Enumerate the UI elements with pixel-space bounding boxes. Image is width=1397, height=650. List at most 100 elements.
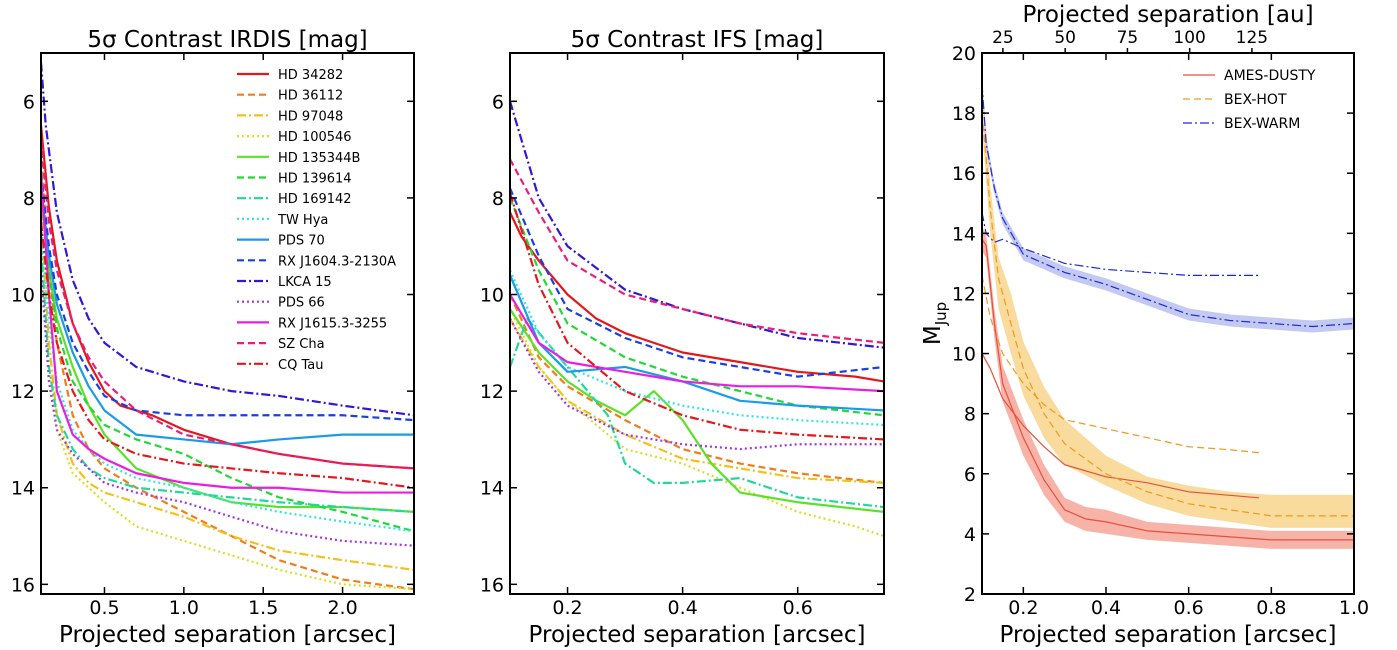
x-tick-label: 0.2 <box>552 597 582 619</box>
y-tick-label: 8 <box>964 404 976 426</box>
x-tick-label: 1.0 <box>1339 597 1369 619</box>
top-x-tick-label: 100 <box>1173 28 1205 48</box>
mass-y-axis-label-subscript: Jup <box>932 302 950 326</box>
x-tick-label: 0.6 <box>783 597 813 619</box>
y-tick-label: 14 <box>11 478 35 500</box>
legend-label: RX J1615.3-3255 <box>278 316 387 331</box>
y-tick-label: 14 <box>952 223 976 245</box>
y-tick-label: 12 <box>11 381 35 403</box>
x-tick-label: 1.0 <box>169 597 199 619</box>
legend-label: LKCA 15 <box>278 275 332 290</box>
series-line-9 <box>510 187 884 378</box>
series-line-5 <box>982 83 1354 328</box>
y-tick-label: 12 <box>952 283 976 305</box>
series-line-5 <box>510 197 884 417</box>
x-tick-label: 0.6 <box>1174 597 1204 619</box>
irdis-plot-frame <box>40 52 415 595</box>
mass-plot-frame <box>981 52 1355 595</box>
x-tick-label: 0.2 <box>1008 597 1038 619</box>
legend-label: PDS 66 <box>278 296 325 311</box>
legend-label: HD 100546 <box>278 130 352 145</box>
y-tick-label: 8 <box>492 188 504 210</box>
mass-uncertainty-bands <box>982 77 1354 549</box>
y-tick-label: 16 <box>11 574 35 596</box>
legend-label: HD 139614 <box>278 172 352 187</box>
series-line-4 <box>510 308 884 513</box>
mass-legend: AMES-DUSTY BEX-HOT BEX-WARM <box>1183 68 1316 132</box>
series-line-hd-169142 <box>41 246 414 513</box>
irdis-ticks: 0.5 1.0 1.5 2.0 6 8 10 12 14 16 <box>11 53 414 619</box>
mass-ticks: 0.2 0.4 0.6 0.8 1.0 2 4 6 8 10 12 14 16 18 20 25 50 75 100… <box>952 28 1369 619</box>
y-tick-label: 10 <box>952 344 976 366</box>
series-line-10 <box>510 100 884 349</box>
irdis-contrast-panel: 5σ Contrast IRDIS [mag] HD 34282 HD 36112… <box>11 27 415 648</box>
irdis-legend: HD 34282 HD 36112 HD 97048 HD 100546 HD 1353… <box>237 68 396 373</box>
x-tick-label: 0.8 <box>1256 597 1286 619</box>
y-tick-label: 16 <box>480 574 504 596</box>
legend-label: TW Hya <box>277 213 328 228</box>
series-line-14 <box>510 192 884 441</box>
irdis-x-axis-label: Projected separation [arcsec] <box>59 622 396 648</box>
series-line-rx-j1615.3-3255 <box>41 173 414 494</box>
series-line-7 <box>510 269 884 427</box>
legend-label: HD 36112 <box>278 89 343 104</box>
series-line-sz-cha <box>41 139 414 470</box>
series-line-hd-97048 <box>41 221 414 571</box>
legend-label: HD 97048 <box>278 109 343 124</box>
y-tick-label: 6 <box>492 91 504 113</box>
series-line-13 <box>510 158 884 344</box>
y-tick-label: 18 <box>952 103 976 125</box>
y-tick-label: 12 <box>480 381 504 403</box>
mass-top-x-axis-label: Projected separation [au] <box>1022 2 1313 28</box>
legend-label: AMES-DUSTY <box>1224 68 1316 84</box>
x-tick-label: 1.5 <box>248 597 278 619</box>
series-line-lkca-15 <box>41 62 414 417</box>
series-line-2 <box>510 318 884 485</box>
y-tick-label: 20 <box>952 43 976 65</box>
series-line-hd-139614 <box>41 173 414 533</box>
ifs-title: 5σ Contrast IFS [mag] <box>571 27 824 53</box>
mass-series-group <box>982 83 1354 541</box>
series-line-3 <box>982 239 1354 541</box>
mass-x-axis-label: Projected separation [arcsec] <box>1000 622 1337 648</box>
legend-label: CQ Tau <box>278 358 323 373</box>
series-line-rx-j1604.3-2130a <box>41 173 414 422</box>
irdis-title: 5σ Contrast IRDIS [mag] <box>87 27 367 53</box>
legend-label: PDS 70 <box>278 234 325 249</box>
ifs-contrast-panel: 5σ Contrast IFS [mag] 0.2 0.4 0.6 6 8 10 12 14 1… <box>480 27 885 648</box>
legend-label: HD 34282 <box>278 68 343 83</box>
mass-y-axis-label: MJup <box>920 302 950 345</box>
series-line-pds-70 <box>41 188 414 446</box>
top-x-tick-label: 25 <box>992 28 1014 48</box>
y-tick-label: 2 <box>964 584 976 606</box>
series-line-bex-warm <box>982 212 1259 277</box>
y-tick-label: 10 <box>11 285 35 307</box>
y-tick-label: 10 <box>480 285 504 307</box>
mass-y-axis-label-main: M <box>920 325 946 345</box>
series-line-bex-hot <box>982 275 1259 454</box>
x-tick-label: 0.4 <box>1091 597 1121 619</box>
top-x-tick-label: 125 <box>1236 28 1268 48</box>
mass-limit-panel: AMES-DUSTY BEX-HOT BEX-WARM 0.2 0.4 0.6 0.8 1.… <box>920 2 1369 648</box>
legend-label: HD 169142 <box>278 192 352 207</box>
y-tick-label: 6 <box>964 464 976 486</box>
legend-label: HD 135344B <box>278 151 360 166</box>
y-tick-label: 4 <box>964 524 976 546</box>
legend-label: RX J1604.3-2130A <box>278 254 396 269</box>
ifs-x-axis-label: Projected separation [arcsec] <box>529 622 866 648</box>
series-line-8 <box>510 274 884 412</box>
legend-label: BEX-WARM <box>1224 116 1300 132</box>
x-tick-label: 0.4 <box>668 597 698 619</box>
series-line-tw-hya <box>41 221 414 533</box>
ifs-plot-frame <box>509 52 885 595</box>
ifs-ticks: 0.2 0.4 0.6 6 8 10 12 14 16 <box>480 53 884 619</box>
y-tick-label: 16 <box>952 163 976 185</box>
x-tick-label: 2.0 <box>327 597 357 619</box>
series-line-0 <box>510 211 884 383</box>
series-line-6 <box>510 317 884 509</box>
series-line-cq-tau <box>41 221 414 489</box>
series-line-4 <box>982 113 1354 517</box>
legend-label: SZ Cha <box>278 337 325 352</box>
top-x-tick-label: 75 <box>1117 28 1139 48</box>
